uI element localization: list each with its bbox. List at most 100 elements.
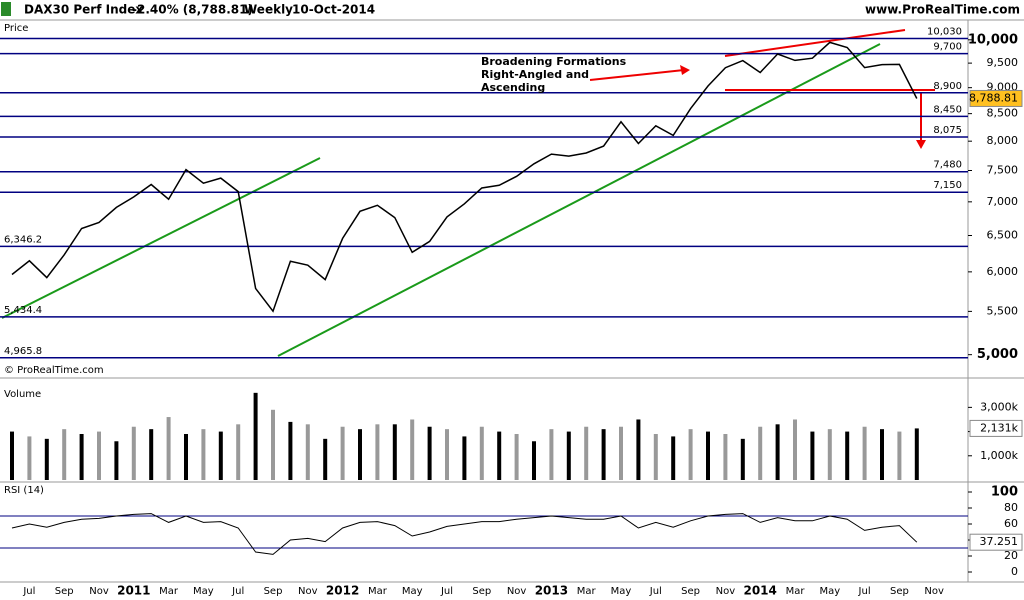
x-tick-label: May [611,586,632,597]
volume-bar [740,438,745,480]
volume-bar [410,419,415,480]
trendline [1,157,321,319]
site: www.ProRealTime.com [865,3,1020,17]
volume-bar [601,429,606,480]
x-tick-label: Sep [681,586,700,597]
logo-icon [1,2,11,16]
y-tick-label: 5,000 [977,347,1018,362]
volume-bar [184,434,188,480]
volume-bar [653,434,658,480]
period: Weekly [244,3,293,17]
instrument-title: DAX30 Perf Index [24,3,143,17]
last-value-box [969,89,1023,107]
arrow [589,69,685,81]
last-value-label: 8,788.81 [969,91,1018,104]
volume-bar [114,441,119,480]
arrow-head [680,65,690,75]
volume-bar [201,429,206,480]
y-tick-label: 7,000 [987,195,1019,208]
x-tick-label: 2012 [326,584,359,598]
volume-bar [758,426,763,480]
volume-bar [323,438,328,480]
volume-bar [375,424,380,480]
volume-bar [880,429,884,480]
x-tick-label: Jul [649,586,662,597]
volume-bar [514,434,519,480]
level-label: 8,450 [933,104,962,115]
volume-bar [897,431,902,480]
y-tick-label: 8,500 [987,107,1019,120]
annotation: Broadening Formations [481,55,627,68]
volume-bar [149,429,154,480]
level-label: 8,900 [933,81,962,92]
volume-bar [497,431,502,480]
volume-bar [810,431,815,480]
volume-bar [236,424,241,480]
volume-bar [131,426,136,480]
x-tick-label: 2013 [535,584,568,598]
x-tick-label: 2014 [743,584,776,598]
x-tick-label: Mar [786,586,806,597]
volume-bar [445,429,449,480]
volume-bar [862,426,867,480]
copyright: © ProRealTime.com [4,365,104,376]
y-tick-label: 80 [1004,501,1018,514]
volume-bar [827,429,832,480]
date: 10-Oct-2014 [292,3,375,17]
volume-bar [914,428,919,480]
x-tick-label: Mar [159,586,179,597]
annotation: Right-Angled and [481,68,589,81]
level-label: 6,346.2 [4,234,42,245]
volume-bar [723,434,728,480]
volume-bar [549,429,554,480]
level-label: 10,030 [927,26,962,37]
y-tick-label: 6,500 [987,228,1019,241]
volume-bar [271,409,275,480]
level-label: 7,480 [933,160,962,171]
level-label: 9,700 [933,42,962,53]
y-tick-label: 0 [1011,565,1018,578]
volume-bar [688,429,693,480]
volume-bar [358,429,362,480]
level-label: 8,075 [933,125,962,136]
volume-bar [566,431,571,480]
volume-bar [636,419,641,480]
level-label: 5,434.4 [4,305,42,316]
panel-label: Price [4,23,28,34]
x-tick-label: Sep [264,586,283,597]
volume-bar [775,424,780,480]
x-tick-label: May [819,586,840,597]
volume-bar [584,426,589,480]
x-tick-label: 2011 [117,584,150,598]
volume-bar [706,431,710,480]
last-value-box [969,533,1023,551]
volume-bar [97,431,101,480]
y-tick-label: 7,500 [987,163,1019,176]
volume-bar [27,436,32,480]
rsi-line [11,513,918,555]
resistance-line [724,29,906,57]
x-tick-label: Sep [55,586,74,597]
x-tick-label: May [193,586,214,597]
volume-bar [288,421,293,480]
x-tick-label: Nov [298,586,318,597]
change-text: -2.40% (8,788.81) [132,3,253,17]
y-tick-label: 10,000 [968,32,1018,47]
volume-bar [793,419,797,480]
volume-bar [671,436,676,480]
volume-bar [44,438,49,480]
y-tick-label: 3,000k [980,400,1018,413]
panel-label: RSI (14) [4,485,44,496]
x-tick-label: May [402,586,423,597]
volume-bar [845,431,850,480]
volume-bar [253,392,258,480]
last-value-box [969,419,1023,437]
x-tick-label: Jul [231,586,244,597]
x-tick-label: Nov [89,586,109,597]
x-tick-label: Jul [440,586,453,597]
x-tick-label: Jul [858,586,871,597]
volume-bar [218,431,223,480]
level-label: 7,150 [933,180,962,191]
x-tick-label: Sep [890,586,909,597]
